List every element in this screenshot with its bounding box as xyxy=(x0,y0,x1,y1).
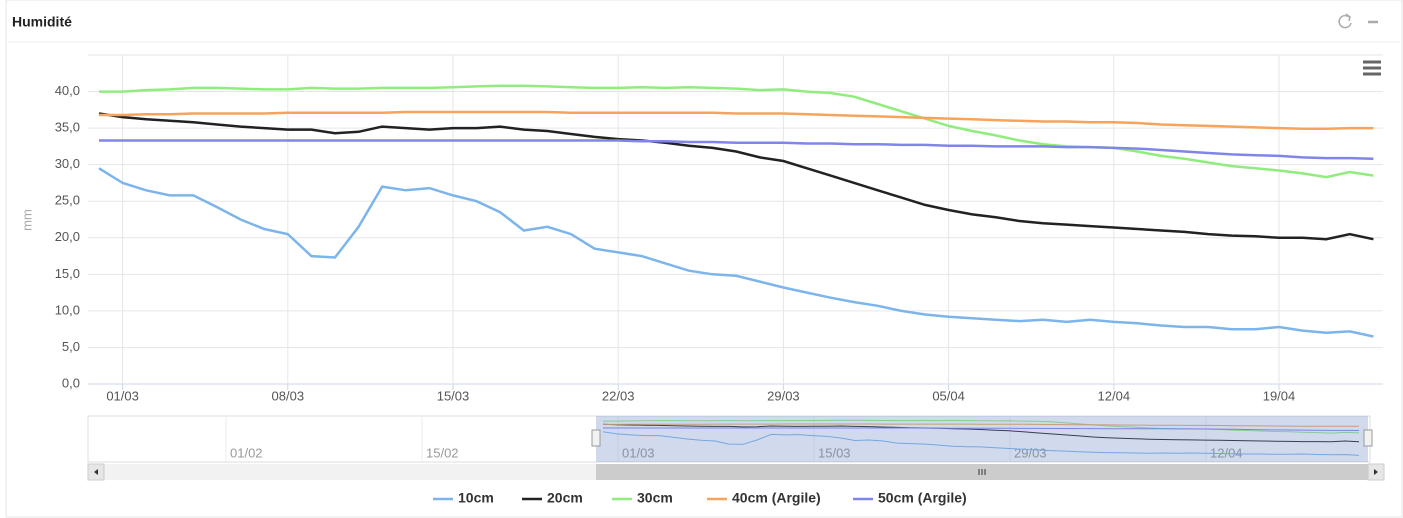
navigator-label: 12/04 xyxy=(1210,445,1243,460)
navigator-line xyxy=(602,431,1360,456)
x-tick-label: 22/03 xyxy=(602,388,635,403)
navigator-handle[interactable] xyxy=(591,429,601,447)
legend-label[interactable]: 50cm (Argile) xyxy=(878,490,967,506)
y-tick-label: 5,0 xyxy=(62,339,80,354)
y-tick-label: 0,0 xyxy=(62,375,80,390)
x-tick-label: 08/03 xyxy=(272,388,305,403)
navigator-line xyxy=(603,427,1360,431)
navigator-selection xyxy=(596,416,1368,462)
menu-button[interactable] xyxy=(1363,60,1381,76)
navigator-label: 01/02 xyxy=(230,445,263,460)
x-tick-label: 29/03 xyxy=(767,388,800,403)
legend-label[interactable]: 40cm (Argile) xyxy=(732,490,821,506)
y-tick-label: 15,0 xyxy=(55,266,80,281)
series-line xyxy=(99,84,1374,179)
navigator-label: 15/02 xyxy=(426,445,459,460)
x-tick-label: 05/04 xyxy=(932,388,965,403)
scrollbar-grip xyxy=(978,469,986,475)
y-tick-label: 40,0 xyxy=(55,83,80,98)
panel xyxy=(5,0,1403,518)
series-line xyxy=(98,112,1374,241)
navigator-handle[interactable] xyxy=(1363,429,1373,447)
series-line xyxy=(99,139,1374,161)
x-tick-label: 15/03 xyxy=(437,388,470,403)
legend-label[interactable]: 20cm xyxy=(547,490,583,506)
refresh-icon[interactable] xyxy=(1338,13,1352,29)
navigator-line xyxy=(602,423,1360,443)
y-axis-title: mm xyxy=(19,209,34,231)
navigator-line xyxy=(603,423,1359,427)
y-tick-label: 35,0 xyxy=(55,120,80,135)
y-tick-label: 30,0 xyxy=(55,156,80,171)
series-line xyxy=(98,167,1374,338)
navigator-label: 01/03 xyxy=(622,445,655,460)
x-tick-label: 19/04 xyxy=(1263,388,1296,403)
legend-label[interactable]: 30cm xyxy=(637,490,673,506)
y-tick-label: 25,0 xyxy=(55,193,80,208)
x-tick-label: 01/03 xyxy=(106,388,139,403)
scroll-right-arrow xyxy=(1374,469,1378,475)
chart-title: Humidité xyxy=(12,14,72,30)
scroll-left-arrow xyxy=(94,469,98,475)
y-tick-label: 20,0 xyxy=(55,229,80,244)
x-tick-label: 12/04 xyxy=(1098,388,1131,403)
navigator-line xyxy=(603,419,1360,434)
legend-label[interactable]: 10cm xyxy=(458,490,494,506)
series-line xyxy=(99,110,1374,131)
navigator-label: 15/03 xyxy=(818,445,851,460)
y-tick-label: 10,0 xyxy=(55,302,80,317)
